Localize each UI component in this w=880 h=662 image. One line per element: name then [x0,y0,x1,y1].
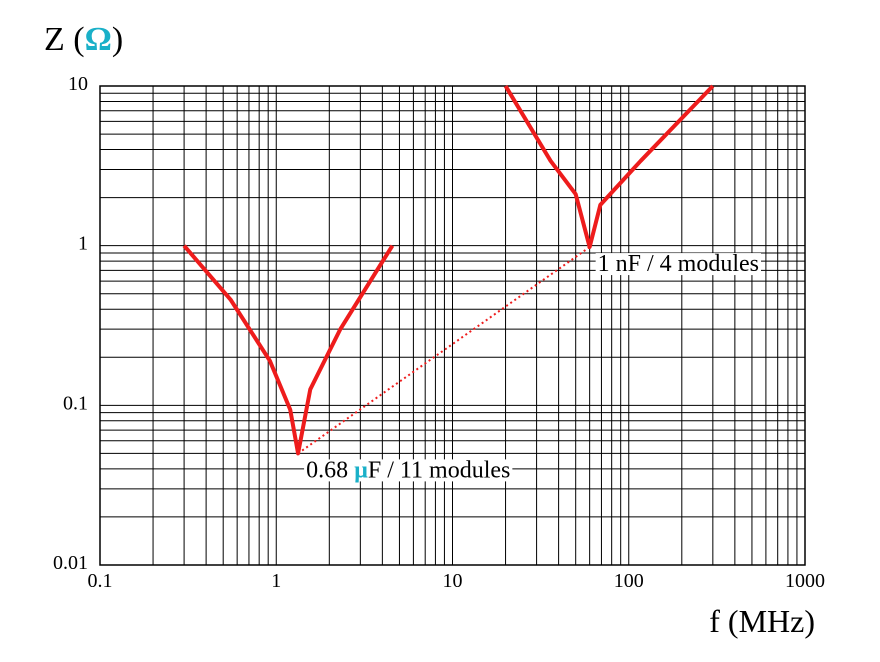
x-tick-label: 1000 [785,570,825,592]
x-tick-label: 1 [271,570,281,592]
y-tick-label: 1 [78,233,88,255]
series-line [182,244,395,456]
y-tick-label: 0.1 [63,392,88,414]
x-axis-label: f (MHz) [709,603,815,639]
label-background [595,253,761,276]
series-label: 0.68 µF / 11 modules [306,457,510,483]
x-tick-label: 10 [443,570,463,592]
y-axis-label: Z (Ω) [44,21,123,58]
x-tick-label: 100 [614,570,644,592]
y-tick-label: 10 [68,73,88,95]
x-tick-label: 0.1 [88,570,113,592]
grid [99,85,806,566]
series-label: 1 nF / 4 modules [598,251,759,277]
plot-border [99,85,806,566]
series-line [503,84,715,250]
label-background [304,459,513,482]
y-tick-label: 0.01 [53,552,88,574]
